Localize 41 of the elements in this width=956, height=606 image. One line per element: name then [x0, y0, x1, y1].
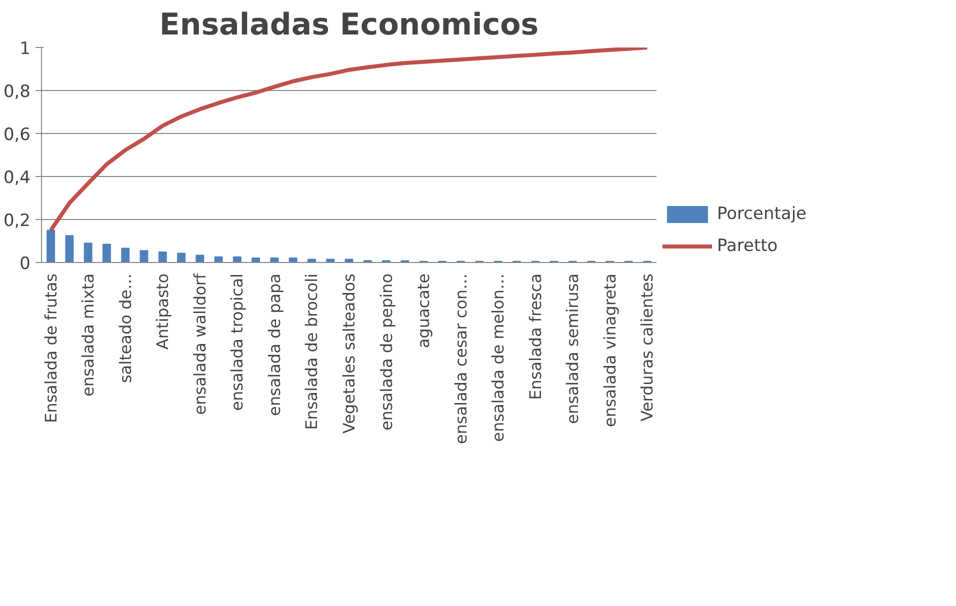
- y-tick-label: 0,2: [3, 211, 31, 231]
- bar: [140, 250, 148, 262]
- x-tick-label: Vegetales salteados: [340, 274, 358, 434]
- line-series: [48, 48, 650, 232]
- x-tick-label: ensalada tropical: [228, 274, 247, 411]
- x-tick-label: ensalada mixta: [78, 274, 98, 396]
- y-tick-label: 0,8: [3, 82, 31, 102]
- bar: [177, 252, 186, 262]
- bar: [270, 257, 279, 262]
- bar: [84, 242, 92, 262]
- legend-label: Paretto: [717, 236, 778, 256]
- bar: [102, 244, 111, 262]
- chart-title: Ensaladas Economicos: [159, 8, 539, 42]
- x-tick-label: ensalada cesar con…: [451, 274, 470, 444]
- legend-label: Porcentaje: [717, 204, 807, 224]
- x-tick-label: aguacate: [414, 274, 434, 348]
- y-tick-label: 1: [20, 39, 31, 59]
- bar: [214, 256, 223, 262]
- x-tick-label: Antipasto: [153, 273, 172, 350]
- x-tick-label: Ensalada fresca: [526, 274, 545, 400]
- bar: [121, 248, 130, 262]
- bar: [232, 256, 242, 262]
- y-tick-label: 0,6: [3, 125, 31, 145]
- x-tick-label: Ensalada de brocoli: [302, 274, 322, 430]
- x-tick-label: Ensalada de frutas: [41, 273, 60, 424]
- y-tick-label: 0: [20, 254, 31, 274]
- x-tick-label: ensalada semirusa: [563, 273, 582, 424]
- bar: [46, 230, 56, 262]
- bar: [288, 257, 298, 262]
- bar: [196, 254, 204, 262]
- x-tick-label: Verduras calientes: [638, 274, 657, 422]
- x-tick-label: ensalada de papa: [264, 273, 284, 416]
- bar: [158, 251, 167, 262]
- x-tick-label: ensalada vinagreta: [600, 273, 620, 428]
- x-tick-label: salteado de…: [116, 273, 135, 384]
- y-tick-label: 0,4: [3, 168, 31, 188]
- x-tick-label: ensalada walldorf: [190, 273, 210, 415]
- bar: [252, 257, 260, 262]
- x-tick-label: ensalada de melon…: [488, 274, 508, 442]
- x-tick-label: ensalada de pepino: [376, 273, 396, 431]
- bar: [65, 235, 74, 262]
